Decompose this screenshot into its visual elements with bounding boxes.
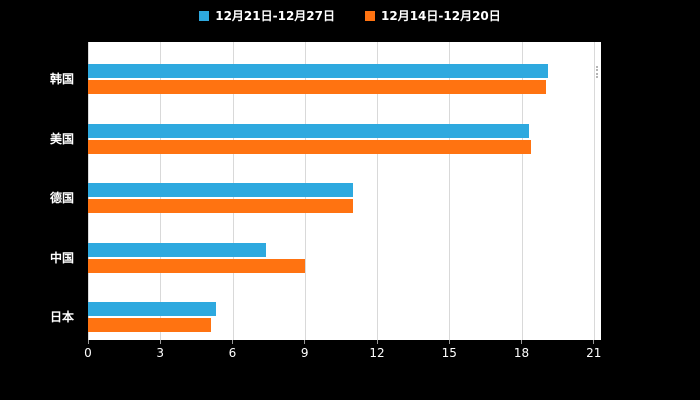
x-label-9: 9 xyxy=(300,346,309,360)
y-label-美国: 美国 xyxy=(49,131,74,146)
x-tick-mark xyxy=(232,340,233,344)
legend-swatch-blue xyxy=(199,10,210,21)
bar-美国-series1[interactable] xyxy=(88,123,529,138)
legend-label: 12月21日-12月27日 xyxy=(215,9,335,23)
x-tick-mark xyxy=(304,340,306,344)
y-label-日本: 日本 xyxy=(49,310,74,325)
y-label-中国: 中国 xyxy=(49,250,74,265)
legend-label: 12月14日-12月20日 xyxy=(381,9,501,23)
truncation-dots xyxy=(595,66,598,78)
x-label-15: 15 xyxy=(441,346,457,360)
bar-中国-series2[interactable] xyxy=(88,258,305,273)
bar-德国-series1[interactable] xyxy=(88,183,353,198)
bar-美国-series2[interactable] xyxy=(88,139,532,154)
x-label-21: 21 xyxy=(586,346,602,360)
bar-中国-series1[interactable] xyxy=(88,242,267,257)
x-tick-mark xyxy=(593,340,595,344)
bar-日本-series1[interactable] xyxy=(88,302,216,317)
y-label-韩国: 韩国 xyxy=(49,72,74,86)
x-label-18: 18 xyxy=(513,346,530,360)
legend-swatch-orange xyxy=(365,10,375,21)
x-tick-mark xyxy=(87,340,89,344)
gridline xyxy=(521,42,523,340)
y-label-德国: 德国 xyxy=(49,191,74,206)
x-axis: 0 3 6 9 12 15 18 21 xyxy=(84,340,601,364)
gridline xyxy=(593,42,595,340)
gridline xyxy=(377,42,378,340)
gridline xyxy=(449,42,451,340)
bar-韩国-series2[interactable] xyxy=(88,80,546,94)
legend: 12月21日-12月27日 12月14日-12月20日 xyxy=(0,7,700,24)
bar-韩国-series1[interactable] xyxy=(88,64,548,78)
x-tick-mark xyxy=(159,340,161,344)
x-tick-mark xyxy=(521,340,523,344)
x-tick-mark xyxy=(448,340,450,344)
legend-item-week1[interactable]: 12月14日-12月20日 xyxy=(365,7,501,24)
x-label-3: 3 xyxy=(156,346,165,360)
x-label-0: 0 xyxy=(84,346,92,360)
legend-item-week2[interactable]: 12月21日-12月27日 xyxy=(199,7,335,24)
bar-德国-series2[interactable] xyxy=(88,199,353,214)
bar-日本-series2[interactable] xyxy=(88,318,211,333)
y-axis-labels: 韩国美国德国中国日本 xyxy=(0,42,82,340)
plot-area xyxy=(88,42,601,340)
x-label-12: 12 xyxy=(369,346,385,360)
x-tick-mark xyxy=(376,340,378,344)
x-label-6: 6 xyxy=(228,346,237,360)
